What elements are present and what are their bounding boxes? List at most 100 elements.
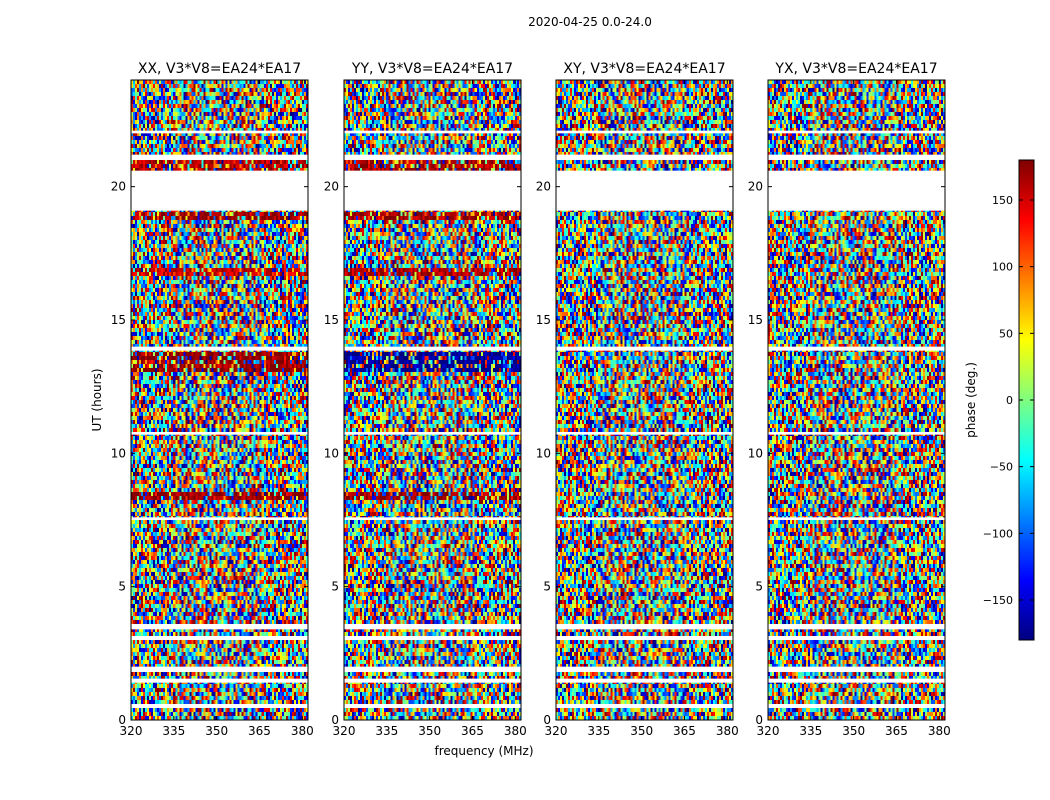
y-tick-label: 15 [324,313,339,327]
flagged-band [131,636,308,640]
axes-frame [130,79,309,721]
x-tick-label: 365 [673,724,696,738]
flagged-band [131,624,308,630]
colorbar-label: phase (deg.) [964,362,978,438]
colorbar: 150 100 50 0 −50 −100 −150 [983,159,1035,641]
flagged-band [131,517,308,520]
panel-title: YX, V3*V8=EA24*EA17 [774,61,937,77]
flagged-band [344,432,521,435]
flagged-band [556,170,733,211]
flagged-band [344,346,521,351]
flagged-band [131,678,308,683]
x-tick-label: 380 [716,724,739,738]
x-tick-label: 335 [375,724,398,738]
flagged-band [768,346,945,351]
flagged-band [344,704,521,708]
flagged-band [556,517,733,520]
flagged-band [344,678,521,683]
y-tick-label: 5 [755,580,763,594]
flagged-band [556,624,733,630]
y-tick-label: 20 [748,180,763,194]
flagged-band [556,678,733,683]
y-tick-label: 10 [536,446,551,460]
flagged-band [768,704,945,708]
flagged-band [131,432,308,435]
axes-frame [343,79,522,721]
y-axis-label: UT (hours) [90,368,104,431]
panel-title: YY, V3*V8=EA24*EA17 [351,61,513,77]
flagged-band [768,678,945,683]
flagged-band [556,130,733,134]
flagged-band [344,170,521,211]
x-tick-label: 365 [461,724,484,738]
flagged-band [556,636,733,640]
panel-0: XX, V3*V8=EA24*EA17 320 335 350 365 380 0 5 10 15… [111,61,314,738]
colorbar-tick-label: 150 [992,194,1013,207]
flagged-band [131,704,308,708]
axes-frame [767,79,946,721]
y-tick-label: 20 [324,180,339,194]
x-tick-label: 380 [291,724,314,738]
y-tick-label: 5 [118,580,126,594]
y-tick-label: 10 [748,446,763,460]
flagged-band [344,130,521,134]
x-tick-label: 380 [928,724,951,738]
x-tick-label: 335 [162,724,185,738]
colorbar-tick-label: −150 [983,594,1013,607]
x-tick-label: 350 [842,724,865,738]
flagged-band [556,432,733,435]
y-tick-label: 20 [111,180,126,194]
flagged-band [131,170,308,211]
x-tick-label: 365 [248,724,271,738]
y-tick-label: 15 [111,313,126,327]
flagged-band [768,130,945,134]
flagged-band [344,517,521,520]
x-tick-label: 350 [205,724,228,738]
flagged-band [768,154,945,160]
y-tick-label: 15 [748,313,763,327]
panel-title: XX, V3*V8=EA24*EA17 [138,61,301,77]
axes-frame [555,79,734,721]
y-tick-label: 0 [331,713,339,727]
x-tick-label: 350 [630,724,653,738]
colorbar-tick-label: 50 [999,327,1013,340]
y-tick-label: 0 [543,713,551,727]
x-tick-label: 365 [885,724,908,738]
y-tick-label: 15 [536,313,551,327]
flagged-band [131,130,308,134]
flagged-band [556,666,733,672]
panel-1: YY, V3*V8=EA24*EA17 320 335 350 365 380 0 5 10 15… [324,61,527,738]
panel-3: YX, V3*V8=EA24*EA17 320 335 350 365 380 0 5 10 15… [748,61,951,738]
x-tick-label: 350 [418,724,441,738]
panel-2: XY, V3*V8=EA24*EA17 320 335 350 365 380 0 5 10 15… [536,61,739,738]
flagged-band [556,704,733,708]
flagged-band [131,666,308,672]
flagged-band [344,154,521,160]
flagged-band [131,346,308,351]
flagged-band [768,517,945,520]
colorbar-tick-label: 0 [1006,394,1013,407]
x-axis-label: frequency (MHz) [434,744,533,758]
figure-title: 2020-04-25 0.0-24.0 [528,15,652,29]
flagged-band [344,624,521,630]
x-tick-label: 320 [545,724,568,738]
x-tick-label: 320 [120,724,143,738]
colorbar-tick-label: 100 [992,261,1013,274]
x-tick-label: 335 [587,724,610,738]
x-tick-label: 320 [757,724,780,738]
y-tick-label: 5 [331,580,339,594]
y-tick-label: 10 [324,446,339,460]
y-tick-label: 0 [755,713,763,727]
x-tick-label: 320 [333,724,356,738]
panel-title: XY, V3*V8=EA24*EA17 [563,61,725,77]
y-tick-label: 0 [118,713,126,727]
panels: XX, V3*V8=EA24*EA17 320 335 350 365 380 0 5 10 15… [111,61,951,738]
flagged-band [768,432,945,435]
flagged-band [344,666,521,672]
flagged-band [131,154,308,160]
flagged-band [768,636,945,640]
flagged-band [556,154,733,160]
flagged-band [344,636,521,640]
x-tick-label: 335 [799,724,822,738]
